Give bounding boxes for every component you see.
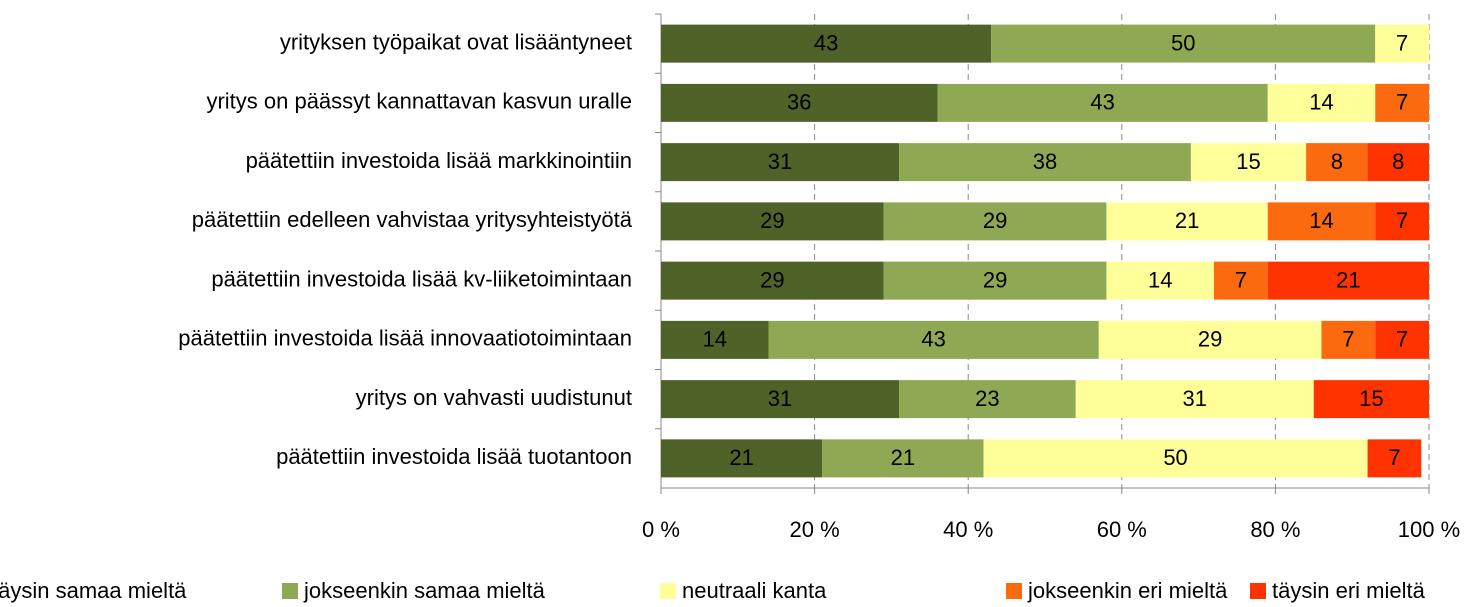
legend-swatch xyxy=(660,583,676,599)
data-label: 50 xyxy=(1163,445,1187,470)
data-label: 14 xyxy=(703,327,727,352)
bar-segment xyxy=(1213,261,1268,300)
y-tick-label: yritys on vahvasti uudistunut xyxy=(356,385,632,410)
data-label: 29 xyxy=(760,267,784,292)
data-label: 21 xyxy=(891,445,915,470)
legend-label: täysin samaa mieltä xyxy=(0,578,187,603)
bar-segment xyxy=(822,439,984,478)
data-label: 43 xyxy=(921,327,945,352)
legend-label: neutraali kanta xyxy=(682,578,827,603)
bar-segment xyxy=(1367,143,1429,182)
bar-segment xyxy=(1075,380,1314,419)
legend-label: jokseenkin samaa mieltä xyxy=(303,578,546,603)
bar-segment xyxy=(661,83,938,122)
x-tick-label: 60 % xyxy=(1097,517,1147,542)
legend-swatch xyxy=(1006,583,1022,599)
data-label: 31 xyxy=(768,149,792,174)
bar-segment xyxy=(1321,320,1376,359)
data-label: 14 xyxy=(1309,208,1333,233)
bar-segment xyxy=(1313,380,1429,419)
data-label: 50 xyxy=(1171,30,1195,55)
data-label: 43 xyxy=(1090,90,1114,115)
data-label: 7 xyxy=(1342,327,1354,352)
bar-segment xyxy=(661,380,900,419)
data-label: 7 xyxy=(1235,267,1247,292)
bar-segment xyxy=(883,202,1107,241)
x-tick-label: 0 % xyxy=(642,517,680,542)
data-label: 31 xyxy=(1183,386,1207,411)
data-label: 15 xyxy=(1236,149,1260,174)
data-label: 38 xyxy=(1033,149,1057,174)
data-label: 7 xyxy=(1388,445,1400,470)
y-tick-label: yritys on päässyt kannattavan kasvun ura… xyxy=(206,89,632,114)
data-label: 29 xyxy=(983,208,1007,233)
bar-segment xyxy=(1306,143,1368,182)
data-label: 29 xyxy=(760,208,784,233)
data-label: 7 xyxy=(1396,90,1408,115)
bar-segment xyxy=(1190,143,1307,182)
data-label: 8 xyxy=(1392,149,1404,174)
bar-segment xyxy=(1267,202,1376,241)
legend-swatch xyxy=(1250,583,1266,599)
bar-segment xyxy=(991,24,1376,63)
bar-segment xyxy=(661,261,884,300)
bar-segment xyxy=(983,439,1368,478)
y-tick-label: päätettiin investoida lisää tuotantoon xyxy=(276,444,632,469)
bar-segment xyxy=(661,143,900,182)
bar-segment xyxy=(1375,83,1429,122)
bar-segment xyxy=(937,83,1268,122)
x-tick-label: 40 % xyxy=(943,517,993,542)
data-label: 36 xyxy=(787,90,811,115)
bar-segment xyxy=(661,24,992,63)
data-label: 15 xyxy=(1359,386,1383,411)
bar-segment xyxy=(768,320,1099,359)
bar-segment xyxy=(1367,439,1422,478)
data-label: 14 xyxy=(1148,267,1172,292)
bar-segment xyxy=(1267,83,1376,122)
bar-segment xyxy=(1106,261,1214,300)
bar-segment xyxy=(1098,320,1322,359)
x-tick-label: 100 % xyxy=(1398,517,1460,542)
bar-segment xyxy=(1267,261,1429,300)
bar-segment xyxy=(1106,202,1268,241)
data-label: 21 xyxy=(1336,267,1360,292)
y-tick-label: yrityksen työpaikat ovat lisääntyneet xyxy=(280,29,632,54)
data-label: 29 xyxy=(983,267,1007,292)
x-tick-label: 80 % xyxy=(1250,517,1300,542)
bar-segment xyxy=(1375,202,1429,241)
y-tick-label: päätettiin investoida lisää kv-liiketoim… xyxy=(211,266,632,291)
y-tick-label: päätettiin edelleen vahvistaa yritysyhte… xyxy=(192,207,633,232)
bar-segment xyxy=(661,439,823,478)
bar-segment xyxy=(899,380,1076,419)
bar-segment xyxy=(883,261,1107,300)
data-label: 29 xyxy=(1198,327,1222,352)
legend-label: jokseenkin eri mieltä xyxy=(1027,578,1228,603)
legend-swatch xyxy=(282,583,298,599)
data-label: 14 xyxy=(1309,90,1333,115)
data-label: 7 xyxy=(1396,208,1408,233)
bar-segment xyxy=(661,320,769,359)
data-label: 8 xyxy=(1331,149,1343,174)
bar-segment xyxy=(899,143,1191,182)
x-tick-label: 20 % xyxy=(790,517,840,542)
data-label: 43 xyxy=(814,30,838,55)
data-label: 21 xyxy=(729,445,753,470)
data-label: 23 xyxy=(975,386,999,411)
y-tick-label: päätettiin investoida lisää innovaatioto… xyxy=(178,326,632,351)
data-label: 31 xyxy=(768,386,792,411)
y-tick-label: päätettiin investoida lisää markkinointi… xyxy=(246,148,632,173)
bar-segment xyxy=(1375,24,1429,63)
data-label: 21 xyxy=(1175,208,1199,233)
legend-label: täysin eri mieltä xyxy=(1272,578,1426,603)
data-label: 7 xyxy=(1396,327,1408,352)
bar-segment xyxy=(661,202,884,241)
bar-segment xyxy=(1375,320,1429,359)
data-label: 7 xyxy=(1396,30,1408,55)
